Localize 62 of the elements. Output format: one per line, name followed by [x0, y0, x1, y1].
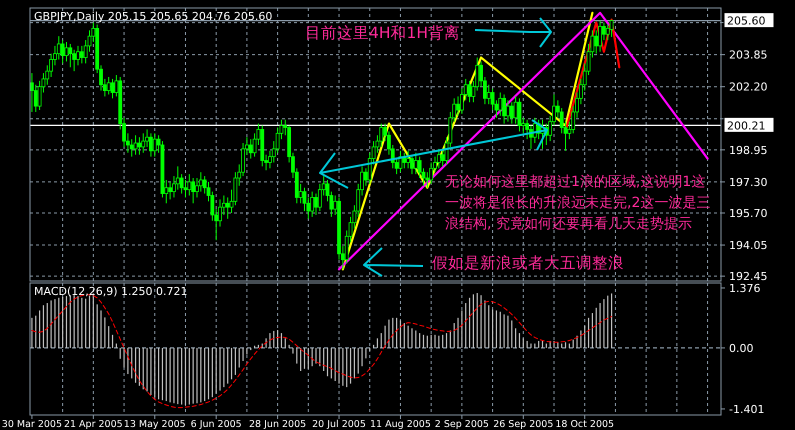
- chart-title: MACD(12,26,9) 1.250 0.721: [34, 285, 188, 298]
- x-tick-label: 30 Mar 2005: [2, 419, 62, 430]
- candlestick: [594, 30, 598, 54]
- candlestick: [314, 193, 318, 216]
- candlestick: [406, 150, 410, 169]
- candlestick: [152, 132, 157, 158]
- x-tick-label: 28 Jun 2005: [249, 419, 306, 430]
- y-tick-label: 192.45: [729, 270, 768, 284]
- candlestick: [30, 72, 34, 112]
- y-tick-label: 0.00: [729, 342, 754, 355]
- x-tick-label: 20 Jul 2005: [312, 419, 366, 430]
- candlestick: [498, 92, 502, 116]
- candlestick: [506, 100, 510, 122]
- y-tick-label: 203.85: [729, 48, 768, 62]
- candlestick: [68, 43, 72, 68]
- candlestick: [456, 96, 460, 116]
- candlestick: [106, 76, 111, 95]
- x-tick-label: 26 Sep 2005: [493, 419, 554, 430]
- candlestick: [610, 19, 614, 38]
- y-tick-label: -1.401: [729, 402, 764, 416]
- candlestick: [425, 172, 430, 188]
- candlestick: [134, 134, 138, 156]
- candlestick: [410, 154, 414, 175]
- candlestick: [468, 80, 472, 103]
- candlestick: [141, 132, 146, 154]
- y-tick-label: 1.376: [729, 282, 760, 295]
- candlestick: [310, 191, 314, 218]
- candlestick: [436, 148, 441, 169]
- candlestick: [502, 94, 506, 124]
- annotation: 无论如何这里都超过1浪的区域,这说明1这一波将是很长的升浪远未走完,2这一波是三浪结构, 究竟如何还要再看几天走势提示: [445, 174, 710, 232]
- candlestick: [598, 20, 602, 52]
- candlestick: [80, 45, 84, 64]
- chart-title: GBPJPY,Daily 205.15 205.65 204.76 205.60: [34, 10, 272, 23]
- y-tick-label: 195.70: [729, 206, 768, 220]
- candlestick: [486, 84, 491, 105]
- candlestick: [110, 78, 114, 99]
- annotation: 目前这里4H和1H背离: [305, 24, 460, 42]
- x-tick-label: 18 Oct 2005: [555, 419, 614, 430]
- annotation: 假如是新浪或者大五调整浪: [432, 254, 624, 272]
- candlestick: [226, 196, 230, 220]
- x-tick-label: 13 May 2005: [124, 419, 186, 430]
- y-tick-label: 194.05: [729, 239, 768, 252]
- y-tick-label: 197.30: [729, 176, 768, 189]
- candlestick: [138, 136, 142, 156]
- x-tick-label: 6 Jun 2005: [190, 419, 242, 430]
- candlestick: [514, 96, 518, 124]
- y-tick-label: 198.95: [729, 144, 768, 157]
- candlestick: [518, 98, 522, 132]
- candlestick: [149, 132, 153, 158]
- x-tick-label: 11 Aug 2005: [370, 419, 431, 430]
- candlestick: [510, 102, 514, 124]
- candlestick: [191, 178, 196, 204]
- candlestick: [187, 174, 192, 196]
- candlestick: [248, 138, 253, 160]
- ref-line-label: 205.60: [727, 14, 766, 28]
- x-tick-label: 2 Sep 2005: [434, 419, 489, 430]
- y-tick-label: 202.20: [729, 80, 768, 94]
- x-tick-label: 21 Apr 2005: [64, 419, 123, 430]
- ref-line-label: 200.21: [727, 119, 766, 132]
- candlestick: [414, 152, 418, 175]
- candlestick: [168, 181, 172, 200]
- candlestick: [60, 40, 65, 64]
